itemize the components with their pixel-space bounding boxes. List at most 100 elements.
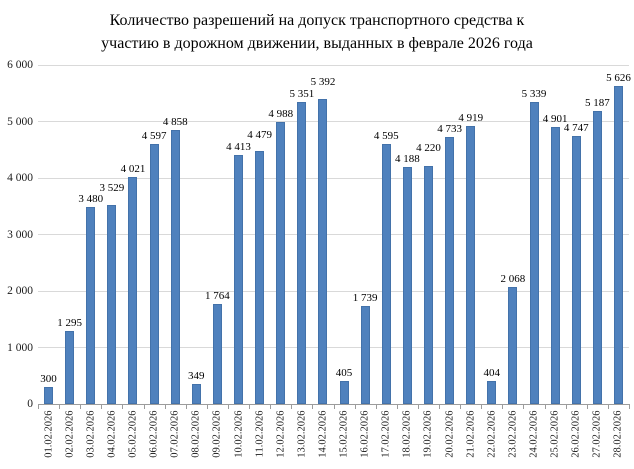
x-axis-category-label: 19.02.2026: [422, 410, 434, 458]
x-axis-tick: [164, 405, 166, 409]
x-axis-category-label: 04.02.2026: [106, 410, 118, 458]
bar: [44, 387, 54, 404]
x-axis-tick: [312, 405, 314, 409]
x-axis-tick: [523, 405, 525, 409]
x-axis-tick: [629, 405, 630, 409]
bar-value-label: 300: [40, 373, 57, 386]
x-axis-category-label: 21.02.2026: [465, 410, 477, 458]
x-axis-tick: [565, 405, 567, 409]
x-axis-category-label: 23.02.2026: [507, 410, 519, 458]
x-axis-category-label: 10.02.2026: [233, 410, 245, 458]
x-axis-category-label: 08.02.2026: [190, 410, 202, 458]
bar: [402, 167, 412, 404]
x-axis-category-label: 03.02.2026: [85, 410, 97, 458]
bar-value-label: 5 392: [310, 76, 336, 89]
bar-value-label: 4 479: [247, 129, 272, 142]
bar-value-label: 4 220: [416, 141, 441, 154]
bar-value-label: 5 351: [289, 87, 315, 100]
x-axis-tick: [227, 405, 229, 409]
y-axis-tick-label: 3 000: [7, 228, 33, 241]
x-axis-category-label: 16.02.2026: [359, 410, 371, 458]
bar: [170, 129, 180, 404]
bar: [297, 101, 307, 404]
x-axis-tick: [502, 405, 504, 409]
bar: [107, 204, 117, 404]
x-axis-tick: [460, 405, 462, 409]
gridline: [38, 64, 629, 66]
x-axis-tick: [59, 405, 61, 409]
bar-value-label: 404: [483, 367, 501, 380]
x-axis-tick: [206, 405, 208, 409]
bar-value-label: 4 021: [120, 162, 146, 175]
bar-value-label: 4 597: [141, 130, 167, 143]
gridline: [38, 290, 629, 292]
bar-value-label: 3 529: [99, 181, 125, 194]
bar: [529, 102, 539, 404]
bar-value-label: 4 595: [373, 130, 399, 143]
bar: [255, 150, 265, 404]
bar: [339, 381, 349, 404]
bar: [550, 127, 560, 404]
y-axis-tick-label: 1 000: [7, 341, 33, 354]
x-axis-category-label: 18.02.2026: [401, 410, 413, 458]
x-axis-category-label: 07.02.2026: [169, 410, 181, 458]
x-axis-category-label: 14.02.2026: [317, 410, 329, 458]
x-axis-category-label: 12.02.2026: [275, 410, 287, 458]
bar-value-label: 405: [335, 367, 353, 380]
x-axis-category-label: 28.02.2026: [612, 410, 624, 458]
bar-value-label: 4 988: [268, 108, 294, 121]
x-axis-category-label: 01.02.2026: [43, 410, 55, 458]
bar: [318, 99, 328, 404]
x-axis-tick: [101, 405, 103, 409]
bar: [65, 330, 75, 404]
x-axis-tick: [354, 405, 356, 409]
bar: [508, 287, 518, 404]
bar-value-label: 1 764: [205, 290, 230, 303]
x-axis-category-label: 22.02.2026: [486, 410, 498, 458]
bar-value-label: 4 747: [563, 121, 589, 134]
bar: [234, 154, 244, 404]
x-axis-tick: [439, 405, 441, 409]
x-axis-category-label: 25.02.2026: [549, 410, 561, 458]
y-axis-tick-label: 0: [27, 398, 33, 410]
bar-value-label: 349: [188, 370, 205, 383]
y-axis-tick-label: 4 000: [7, 172, 33, 184]
x-axis-category-label: 06.02.2026: [148, 410, 160, 458]
bar: [149, 144, 159, 404]
x-axis-tick: [607, 405, 609, 409]
x-axis-tick: [122, 405, 124, 409]
bar-value-label: 4 901: [542, 113, 568, 126]
x-axis-line: [38, 404, 630, 405]
gridline: [38, 121, 629, 122]
x-axis-tick: [143, 405, 145, 409]
bar-value-label: 5 339: [521, 88, 547, 101]
x-axis-tick: [417, 405, 419, 409]
bar-value-label: 4 413: [226, 140, 251, 153]
bar-value-label: 4 188: [395, 153, 420, 166]
y-axis-tick-label: 2 000: [7, 285, 33, 297]
x-axis-tick: [481, 405, 483, 409]
x-axis-tick: [80, 405, 82, 409]
bar: [571, 135, 581, 404]
bar: [276, 122, 286, 404]
x-axis-tick: [586, 405, 588, 409]
x-axis-category-label: 26.02.2026: [570, 410, 582, 458]
bar: [613, 86, 623, 404]
bar: [191, 384, 201, 404]
bar-value-label: 5 187: [584, 96, 610, 109]
bar-value-label: 4 919: [458, 112, 484, 125]
x-axis-category-label: 27.02.2026: [591, 410, 603, 458]
x-axis-tick: [185, 405, 187, 409]
x-axis-category-label: 24.02.2026: [528, 410, 540, 458]
bar: [487, 381, 497, 404]
gridline: [38, 234, 629, 235]
x-axis-category-label: 09.02.2026: [211, 410, 223, 458]
bar: [360, 305, 370, 404]
bar-value-label: 4 733: [437, 122, 462, 135]
bar: [592, 110, 602, 404]
bar-value-label: 2 068: [500, 273, 526, 286]
bar: [128, 176, 138, 404]
bar: [423, 165, 433, 404]
y-axis-tick-label: 6 000: [7, 59, 33, 71]
